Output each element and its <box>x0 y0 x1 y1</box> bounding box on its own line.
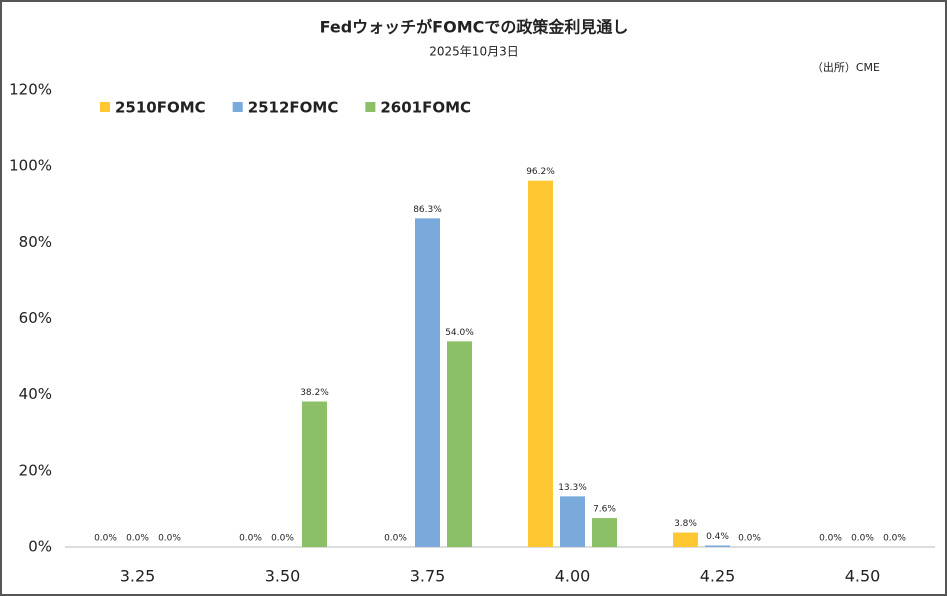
legend-label: 2512FOMC <box>248 99 339 117</box>
legend-swatch <box>100 102 110 112</box>
x-tick-label: 4.00 <box>555 567 591 586</box>
y-tick-label: 40% <box>19 385 52 403</box>
y-tick-label: 100% <box>9 157 52 175</box>
x-tick-label: 3.75 <box>410 567 446 586</box>
source-note: （出所）CME <box>812 60 880 74</box>
x-tick-label: 4.25 <box>700 567 736 586</box>
value-label: 86.3% <box>413 205 442 215</box>
y-tick-label: 20% <box>19 461 52 479</box>
value-label: 38.2% <box>300 388 329 398</box>
bar <box>528 180 553 547</box>
y-tick-label: 120% <box>9 81 52 99</box>
x-tick-label: 3.25 <box>120 567 156 586</box>
bar <box>560 496 585 547</box>
value-label: 3.8% <box>674 519 697 529</box>
value-label: 7.6% <box>593 505 616 515</box>
value-label: 0.0% <box>126 534 149 544</box>
value-label: 0.0% <box>271 534 294 544</box>
value-label: 0.0% <box>819 534 842 544</box>
legend-swatch <box>232 102 243 112</box>
value-label: 0.0% <box>158 534 181 544</box>
chart-subtitle: 2025年10月3日 <box>429 45 518 59</box>
bar <box>673 532 698 547</box>
value-label: 54.0% <box>445 328 474 338</box>
value-label: 0.0% <box>738 534 761 544</box>
bar <box>302 401 327 547</box>
bar <box>415 218 440 548</box>
chart-title: FedウォッチがFOMCでの政策金利見通し <box>320 18 629 37</box>
x-tick-label: 4.50 <box>845 567 881 586</box>
value-label: 0.0% <box>384 534 407 544</box>
bar <box>447 341 472 547</box>
value-label: 96.2% <box>526 167 555 177</box>
legend-label: 2510FOMC <box>115 99 206 117</box>
y-tick-label: 60% <box>19 309 52 327</box>
value-label: 13.3% <box>558 483 587 493</box>
value-label: 0.4% <box>706 532 729 542</box>
legend-swatch <box>365 102 376 112</box>
value-label: 0.0% <box>239 534 262 544</box>
value-label: 0.0% <box>94 534 117 544</box>
y-tick-label: 0% <box>28 538 52 556</box>
value-label: 0.0% <box>851 534 874 544</box>
legend-label: 2601FOMC <box>380 99 471 117</box>
y-tick-label: 80% <box>19 233 52 251</box>
bar <box>592 518 617 547</box>
x-tick-label: 3.50 <box>265 567 301 586</box>
value-label: 0.0% <box>883 534 906 544</box>
bar <box>705 545 730 547</box>
